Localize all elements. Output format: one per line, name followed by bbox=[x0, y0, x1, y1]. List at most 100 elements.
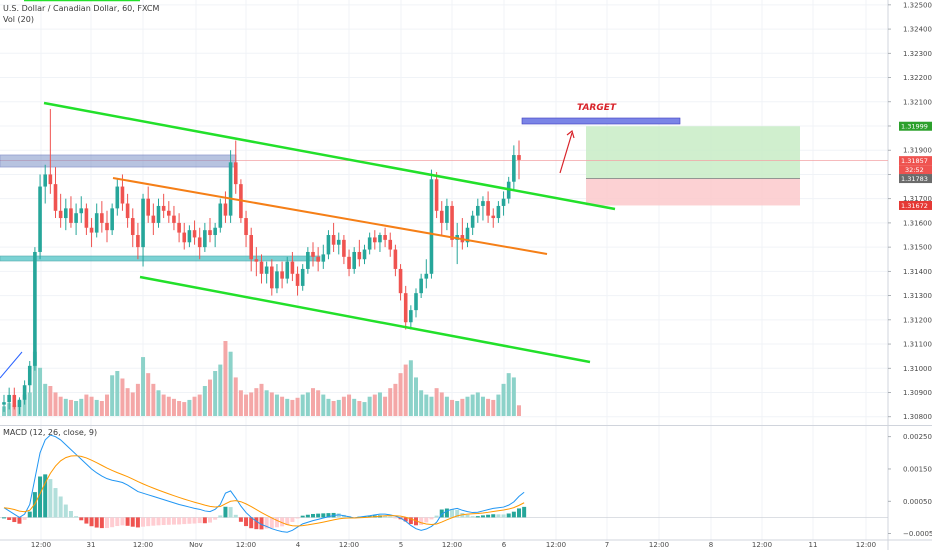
target-price-label: 1.31999 bbox=[901, 123, 928, 131]
macd-histogram-bar bbox=[218, 515, 223, 518]
volume-bar bbox=[125, 388, 130, 416]
candle-body bbox=[156, 205, 161, 223]
price-tick-label: 1.31400 bbox=[903, 268, 932, 276]
volume-bar bbox=[213, 371, 218, 416]
macd-histogram-bar bbox=[22, 517, 27, 520]
macd-histogram-bar bbox=[182, 517, 187, 525]
candle-body bbox=[182, 232, 187, 243]
volume-bar bbox=[259, 383, 264, 416]
volume-bar bbox=[367, 396, 372, 416]
macd-histogram-bar bbox=[305, 514, 310, 518]
macd-histogram-bar bbox=[208, 517, 212, 523]
symbol-title: U.S. Dollar / Canadian Dollar, 60, FXCM bbox=[3, 4, 160, 13]
volume-bar bbox=[58, 396, 63, 416]
countdown-badge bbox=[899, 165, 932, 175]
candle-body bbox=[362, 249, 367, 260]
volume-bar bbox=[388, 388, 393, 416]
volume-bar bbox=[53, 392, 58, 416]
macd-histogram-bar bbox=[238, 517, 243, 522]
candle-body bbox=[74, 213, 78, 223]
volume-bar bbox=[228, 351, 233, 416]
volume-bar bbox=[84, 394, 89, 416]
macd-histogram-bar bbox=[17, 517, 22, 524]
macd-histogram-bar bbox=[99, 517, 104, 529]
volume-indicator-label: Vol (20) bbox=[3, 15, 34, 24]
time-tick-label: 12:00 bbox=[236, 541, 256, 549]
candle-body bbox=[197, 237, 202, 248]
macd-histogram-bar bbox=[43, 474, 48, 518]
macd-histogram-bar bbox=[171, 517, 176, 525]
volume-bar bbox=[455, 401, 460, 416]
volume-bar bbox=[465, 396, 470, 416]
candle-body bbox=[89, 227, 94, 233]
candle-body bbox=[208, 230, 212, 236]
price-tick-label: 1.31000 bbox=[903, 365, 932, 373]
volume-bar bbox=[419, 390, 424, 416]
volume-bar bbox=[496, 394, 501, 416]
candle-body bbox=[141, 198, 145, 248]
macd-histogram-bar bbox=[105, 517, 109, 529]
candle-body bbox=[254, 259, 259, 262]
macd-histogram-bar bbox=[388, 516, 393, 518]
candle-body bbox=[383, 235, 387, 240]
candle-body bbox=[512, 155, 516, 182]
volume-bar bbox=[362, 402, 367, 416]
price-tick-label: 1.31900 bbox=[903, 147, 932, 155]
candle-body bbox=[22, 385, 27, 400]
volume-bar bbox=[439, 392, 444, 416]
candle-body bbox=[398, 268, 403, 294]
volume-bar bbox=[141, 357, 146, 416]
resistance-box bbox=[0, 154, 237, 168]
candlesticks bbox=[2, 109, 521, 415]
volume-bar bbox=[295, 397, 300, 416]
volume-bar bbox=[517, 405, 521, 416]
volume-bar bbox=[27, 392, 32, 416]
macd-histogram-bar bbox=[501, 514, 506, 518]
volume-bar bbox=[331, 401, 336, 416]
candle-body bbox=[270, 266, 274, 289]
macd-histogram-bar bbox=[63, 504, 68, 518]
time-tick-label: Nov bbox=[189, 541, 203, 549]
macd-histogram-bar bbox=[2, 517, 6, 519]
volume-bar bbox=[249, 392, 254, 416]
macd-histogram-bar bbox=[192, 517, 197, 524]
current-price-label: 1.31857 bbox=[901, 157, 928, 165]
candle-body bbox=[300, 268, 305, 286]
candle-body bbox=[27, 365, 32, 386]
volume-bar bbox=[177, 401, 182, 416]
signal-line bbox=[3, 455, 525, 527]
volume-bar bbox=[43, 383, 48, 416]
macd-histogram-bar bbox=[120, 517, 125, 526]
candle-body bbox=[316, 256, 320, 262]
time-tick-label: 31 bbox=[87, 541, 96, 549]
volume-bar bbox=[79, 398, 84, 416]
candle-body bbox=[115, 186, 120, 209]
candle-body bbox=[213, 227, 217, 236]
macd-histogram-bar bbox=[125, 517, 130, 526]
macd-histogram-bar bbox=[444, 508, 449, 518]
volume-bar bbox=[38, 367, 43, 416]
candle-body bbox=[69, 208, 73, 223]
macd-histogram-bar bbox=[434, 515, 439, 518]
candle-body bbox=[434, 179, 439, 211]
candle-body bbox=[58, 210, 63, 219]
volume-bar bbox=[269, 392, 274, 416]
candle-body bbox=[228, 162, 233, 216]
macd-histogram-bar bbox=[429, 517, 434, 520]
volume-bar bbox=[475, 392, 480, 416]
candle-body bbox=[285, 261, 290, 279]
candle-body bbox=[33, 251, 37, 366]
macd-histogram-bar bbox=[450, 508, 455, 518]
volume-bar bbox=[285, 398, 290, 416]
volume-bar bbox=[115, 371, 120, 416]
macd-histogram-bar bbox=[94, 517, 99, 528]
volume-bar bbox=[341, 396, 346, 416]
macd-histogram-bar bbox=[496, 514, 501, 518]
macd-histogram-bar bbox=[290, 517, 295, 522]
volume-bar bbox=[244, 394, 249, 416]
target-arrow-head bbox=[566, 129, 575, 139]
candle-body bbox=[218, 203, 223, 228]
candle-body bbox=[146, 198, 150, 216]
macd-histogram-bar bbox=[408, 517, 413, 525]
